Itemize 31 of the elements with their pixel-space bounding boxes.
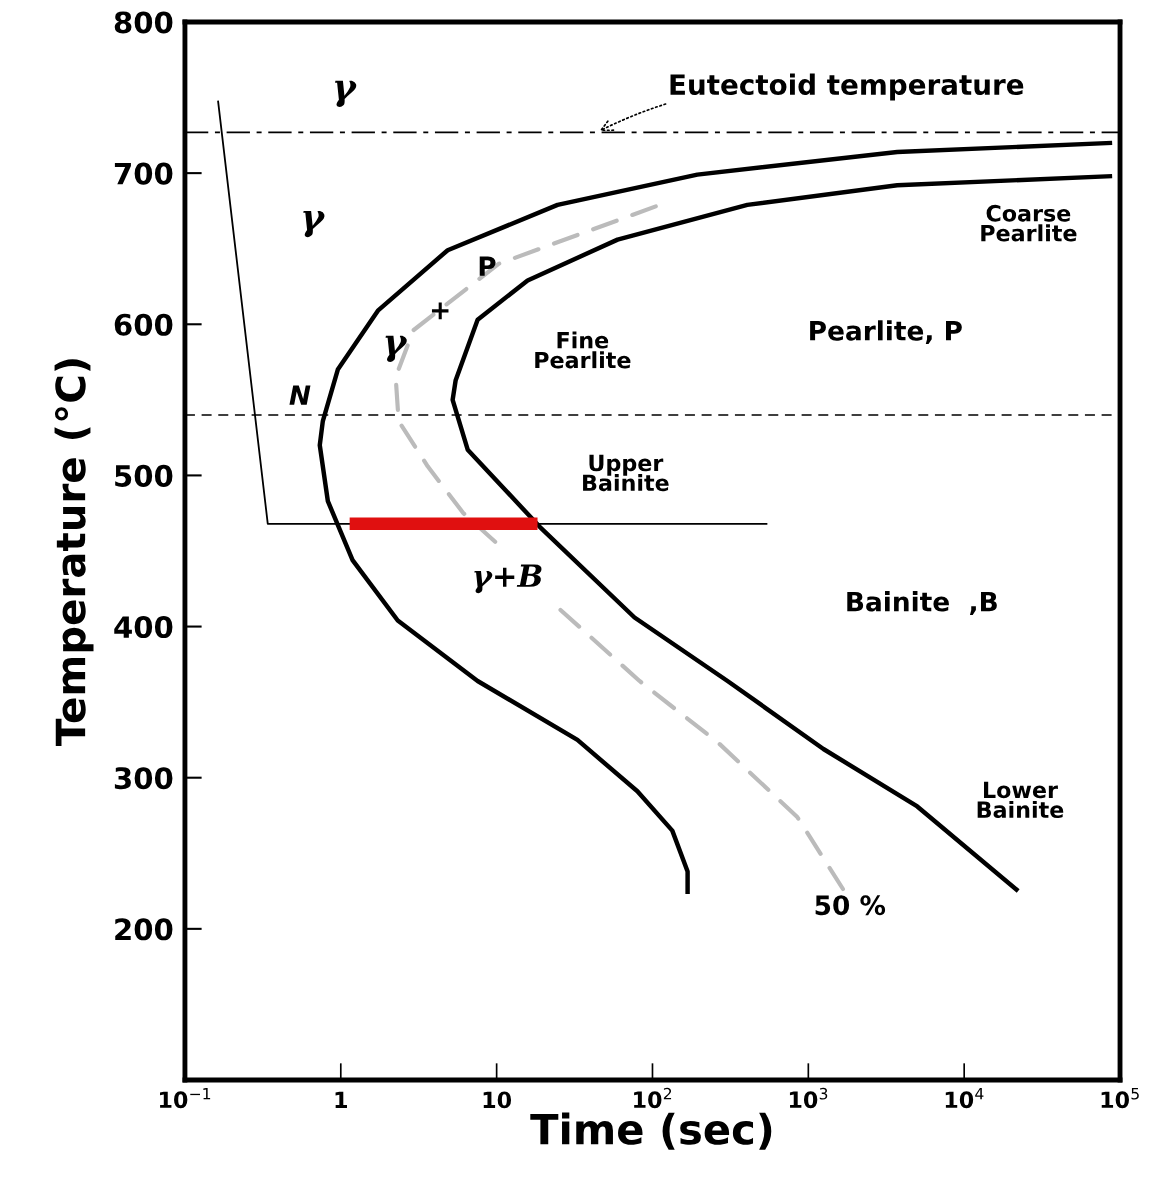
annotation: γ+B — [474, 564, 542, 594]
annotation: Upper Bainite — [583, 454, 669, 492]
annotation: Fine Pearlite — [535, 331, 631, 369]
x-tick-label: 10$^{4}$ — [945, 1087, 984, 1109]
x-tick-label: 10$^{5}$ — [1101, 1087, 1139, 1109]
annotation: Lower Bainite — [977, 781, 1064, 819]
y-tick-label: 200 — [115, 918, 173, 941]
x-tick-label: 1 — [335, 1091, 347, 1108]
annotation: Coarse Pearlite — [981, 204, 1077, 242]
y-tick-label: 800 — [114, 11, 173, 34]
annotation: γ — [385, 335, 407, 363]
x-tick-label: 10$^{3}$ — [789, 1087, 828, 1109]
annotation: N — [289, 385, 311, 405]
annotation: Eutectoid temperature — [670, 73, 1024, 101]
y-tick-label: 600 — [114, 313, 173, 336]
x-axis-title: Time (sec) — [530, 1112, 772, 1150]
x-tick-label: 10$^{−1}$ — [160, 1087, 211, 1109]
annotation: Pearlite, P — [810, 320, 962, 345]
y-tick-label: 500 — [115, 464, 173, 487]
y-axis-title: Temperature (°C) — [54, 359, 94, 746]
annotation: γ — [303, 210, 325, 238]
x-tick-label: 10 — [483, 1091, 512, 1109]
y-tick-label: 300 — [114, 767, 173, 790]
y-tick-label: 400 — [114, 616, 173, 639]
annotation: Bainite ,B — [847, 591, 997, 615]
x-tick-label: 10$^{2}$ — [634, 1087, 672, 1109]
annotation: P — [479, 256, 496, 276]
annotation: 50 % — [815, 895, 886, 916]
annotation: + — [431, 302, 449, 320]
annotation: γ — [335, 80, 357, 108]
y-tick-label: 700 — [114, 162, 173, 185]
